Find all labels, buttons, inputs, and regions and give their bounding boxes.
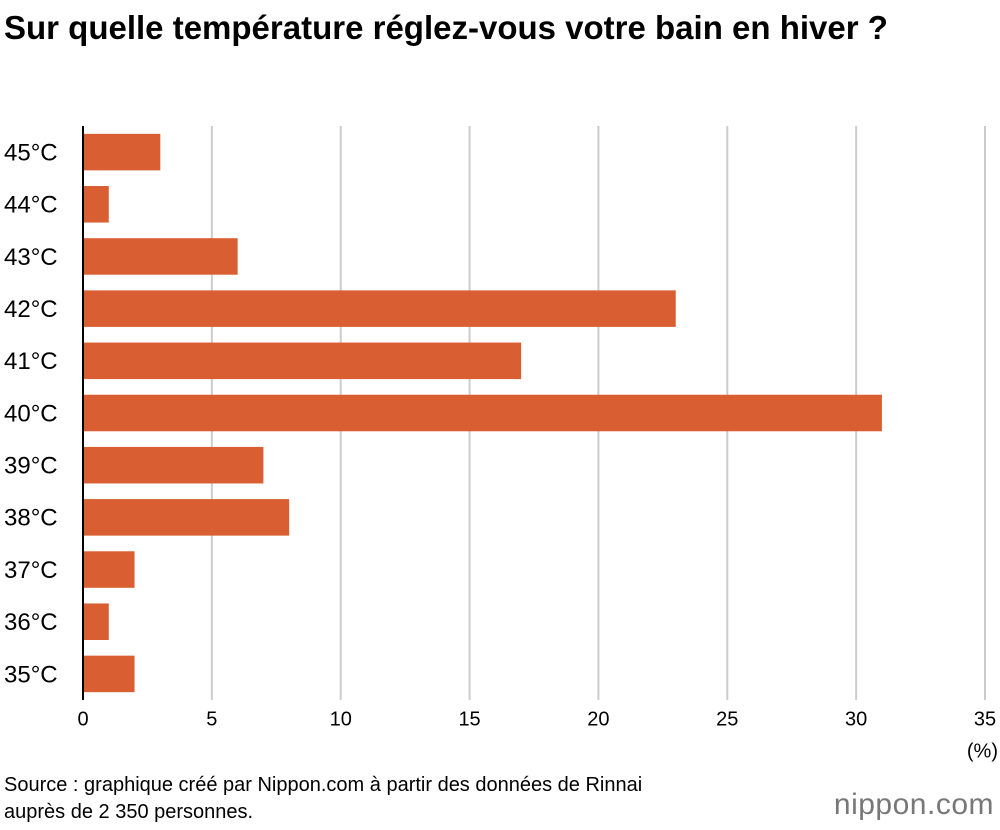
y-tick-label: 41°C bbox=[4, 348, 58, 375]
x-axis-label: (%) bbox=[967, 740, 998, 762]
bar bbox=[83, 603, 109, 640]
x-tick-label: 35 bbox=[974, 708, 996, 730]
x-tick-label: 25 bbox=[716, 708, 738, 730]
bar bbox=[83, 446, 264, 484]
logo: nippon.com bbox=[833, 788, 994, 821]
y-tick-label: 37°C bbox=[4, 557, 58, 584]
bar bbox=[83, 551, 135, 588]
y-tick-label: 36°C bbox=[4, 609, 58, 636]
x-tick-label: 5 bbox=[206, 708, 217, 730]
y-tick-label: 40°C bbox=[4, 400, 58, 427]
bar bbox=[83, 655, 135, 693]
x-tick-label: 30 bbox=[845, 708, 867, 730]
y-tick-label: 44°C bbox=[4, 192, 58, 219]
y-tick-label: 38°C bbox=[4, 505, 58, 532]
chart-title: Sur quelle température réglez-vous votre… bbox=[4, 9, 888, 46]
y-tick-label: 45°C bbox=[4, 139, 58, 166]
bar bbox=[83, 394, 882, 432]
x-tick-label: 15 bbox=[458, 708, 480, 730]
y-tick-label: 39°C bbox=[4, 453, 58, 480]
bar bbox=[83, 186, 109, 223]
bar bbox=[83, 499, 290, 536]
bar bbox=[83, 290, 676, 327]
y-tick-label: 43°C bbox=[4, 244, 58, 271]
x-tick-label: 20 bbox=[587, 708, 609, 730]
bar bbox=[83, 342, 522, 380]
source-note: Source : graphique créé par Nippon.com à… bbox=[4, 774, 643, 823]
x-tick-label: 10 bbox=[330, 708, 352, 730]
x-tick-label: 0 bbox=[77, 708, 88, 730]
y-tick-label: 42°C bbox=[4, 296, 58, 323]
bar bbox=[83, 238, 238, 275]
y-tick-label: 35°C bbox=[4, 661, 58, 688]
bar bbox=[83, 133, 161, 171]
